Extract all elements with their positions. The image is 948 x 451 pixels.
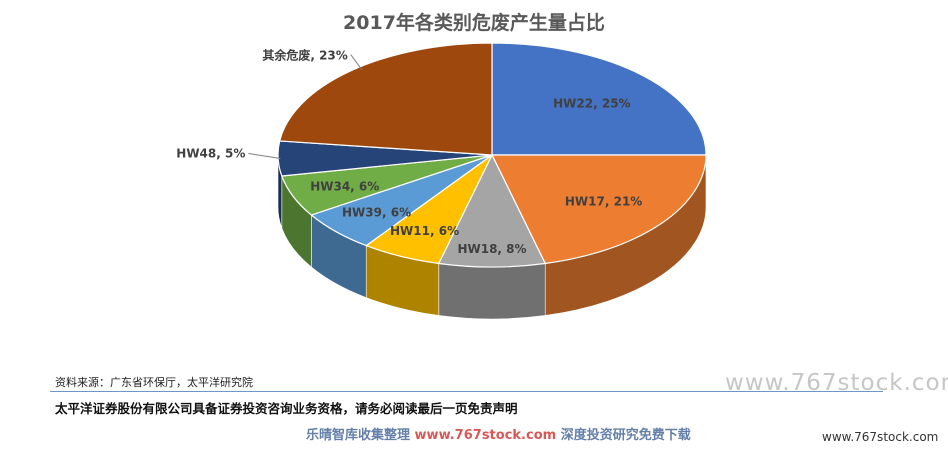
banner-url[interactable]: www.767stock.com [414,428,557,443]
watermark-small: www.767stock.com [822,430,939,444]
pie-labels: HW22, 25% HW17, 21% HW18, 8% HW11, 6% HW39, … [176,48,642,256]
data-label-HW18: HW18, 8% [457,242,526,256]
pie-side-HW18 [438,263,546,320]
pie-slice-HW17 [491,154,707,265]
data-label-HW11: HW11, 6% [390,224,459,238]
watermark: www.767stock.com [725,370,948,396]
pie-tops [277,42,707,268]
data-label-HW34: HW34, 6% [310,180,379,194]
banner-left: 乐晴智库收集整理 [306,428,411,443]
pie-slice-HW22 [491,42,707,156]
pie-slice-其余危废 [278,42,493,156]
leader-line-HW48 [248,152,281,159]
footer-banner: 乐晴智库收集整理 www.767stock.com 深度投资研究免费下载 [306,424,691,443]
source-note: 资料来源：广东省环保厅，太平洋研究院 [55,376,253,389]
data-label-其余危废: 其余危废, 23% [262,48,347,63]
leader-line-其余危废 [350,54,363,71]
data-label-HW48: HW48, 5% [176,146,245,160]
pie-sides [277,154,707,320]
data-label-HW22: HW22, 25% [553,97,630,111]
data-label-HW17: HW17, 21% [565,194,642,208]
chart-title: 2017年各类别危废产生量占比 [343,12,605,34]
disclaimer-text: 太平洋证券股份有限公司具备证券投资咨询业务资格，请务必阅读最后一页免责声明 [55,401,518,416]
footer-divider [50,391,883,392]
data-label-HW39: HW39, 6% [342,206,411,220]
banner-right: 深度投资研究免费下载 [560,428,691,443]
pie-slice-HW18 [437,153,547,268]
